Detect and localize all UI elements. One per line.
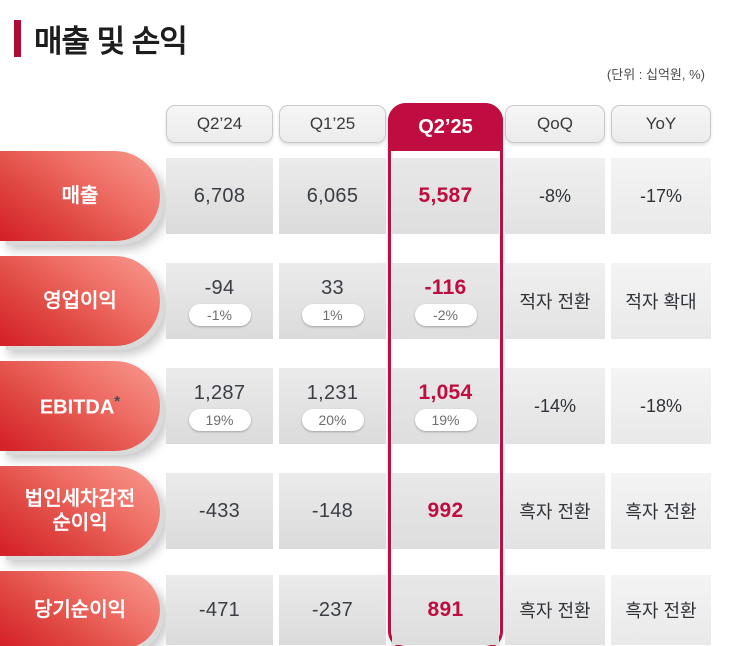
table-row-ebitda: EBITDA* 1,287 19% 1,231 20% 1,054 19% -1… (0, 361, 732, 451)
cell-revenue-yoy: -17% (611, 158, 711, 234)
metric-value: 33 (321, 276, 344, 299)
cell-pretax-q1-25: -148 (279, 473, 386, 549)
cell-revenue-q2-24: 6,708 (166, 158, 273, 234)
row-label-main: EBITDA (39, 396, 115, 419)
metric-value: 흑자 전환 (519, 601, 591, 621)
title-block: 매출 및 손익 (0, 0, 732, 61)
metric-value: -18% (639, 395, 683, 416)
metric-value: -471 (198, 598, 241, 621)
cell-pretax-qoq: 흑자 전환 (505, 473, 605, 549)
cell-net-q1-25: -237 (279, 575, 386, 645)
table-row-operating-profit: 영업이익 -94 -1% 33 1% -116 -2% 적자 전환 적자 확대 (0, 256, 732, 346)
header-row: Q2’24 Q1’25 QoQ YoY (0, 103, 732, 151)
column-header-qoq: QoQ (505, 105, 605, 143)
cell-net-q2-25: 891 (392, 575, 499, 645)
row-label-text: 법인세차감전 순이익 (24, 488, 136, 534)
metric-value-highlighted: 5,587 (418, 184, 473, 207)
cell-ebitda-yoy: -18% (611, 368, 711, 444)
column-header-q2-25: Q2’25 (388, 103, 503, 151)
metric-value: 흑자 전환 (519, 502, 591, 522)
table-row-pretax-income: 법인세차감전 순이익 -433 -148 992 흑자 전환 흑자 전환 (0, 466, 732, 556)
cell-op-q2-24: -94 -1% (166, 263, 273, 339)
row-label-text: EBITDA* (16, 393, 144, 420)
cell-pretax-q2-24: -433 (166, 473, 273, 549)
row-label-revenue: 매출 (0, 151, 160, 241)
metric-value-highlighted: 891 (427, 598, 464, 621)
metric-value: 적자 전환 (519, 292, 591, 312)
cell-net-q2-24: -471 (166, 575, 273, 645)
metric-value: 6,065 (306, 184, 359, 207)
row-label-text: 당기순이익 (34, 599, 126, 621)
cell-pretax-yoy: 흑자 전환 (611, 473, 711, 549)
cell-pretax-q2-25: 992 (392, 473, 499, 549)
margin-badge: 1% (301, 303, 364, 326)
metric-value: 1,287 (193, 381, 246, 404)
cell-net-yoy: 흑자 전환 (611, 575, 711, 645)
metric-value: -433 (198, 499, 241, 522)
metric-value: -17% (639, 185, 683, 206)
cell-revenue-qoq: -8% (505, 158, 605, 234)
metric-value: -8% (538, 185, 571, 206)
metric-value: -237 (311, 598, 354, 621)
metric-value: -148 (311, 499, 354, 522)
table-row-revenue: 매출 6,708 6,065 5,587 -8% -17% (0, 151, 732, 241)
unit-note: (단위 : 십억원, %) (606, 67, 705, 82)
metric-value-highlighted: 992 (427, 499, 464, 522)
metric-value: 1,231 (306, 381, 359, 404)
row-label-pretax-income: 법인세차감전 순이익 (0, 466, 160, 556)
cell-ebitda-q2-25: 1,054 19% (392, 368, 499, 444)
row-label-text: 매출 (61, 185, 99, 207)
metric-value: 적자 확대 (625, 292, 697, 312)
title-accent-bar (14, 20, 21, 57)
cell-ebitda-q1-25: 1,231 20% (279, 368, 386, 444)
footnote-asterisk: * (114, 392, 121, 410)
metric-value: -14% (533, 395, 577, 416)
metric-value-highlighted: 1,054 (418, 381, 473, 404)
page-title: 매출 및 손익 (34, 24, 188, 59)
margin-badge: 19% (188, 408, 251, 431)
metric-value-highlighted: -116 (424, 276, 467, 299)
margin-badge: 20% (301, 408, 364, 431)
row-label-operating-profit: 영업이익 (0, 256, 160, 346)
table-row-net-income: 당기순이익 -471 -237 891 흑자 전환 흑자 전환 (0, 571, 732, 646)
metric-value: 6,708 (193, 184, 246, 207)
row-label-net-income: 당기순이익 (0, 571, 160, 646)
metric-value: -94 (204, 276, 235, 299)
financial-table: Q2’25 Q2’24 Q1’25 QoQ YoY 매출 6,708 6,065… (0, 103, 732, 646)
column-header-q1-25: Q1’25 (279, 105, 386, 143)
column-header-q2-24: Q2’24 (166, 105, 273, 143)
cell-revenue-q1-25: 6,065 (279, 158, 386, 234)
metric-value: 흑자 전환 (625, 601, 697, 621)
cell-op-qoq: 적자 전환 (505, 263, 605, 339)
row-label-ebitda: EBITDA* (0, 361, 160, 451)
cell-net-qoq: 흑자 전환 (505, 575, 605, 645)
cell-ebitda-q2-24: 1,287 19% (166, 368, 273, 444)
cell-revenue-q2-25: 5,587 (392, 158, 499, 234)
cell-ebitda-qoq: -14% (505, 368, 605, 444)
margin-badge: 19% (414, 409, 477, 431)
column-header-yoy: YoY (611, 105, 711, 143)
margin-badge: -2% (414, 304, 477, 326)
row-label-text: 영업이익 (43, 290, 117, 312)
cell-op-yoy: 적자 확대 (611, 263, 711, 339)
margin-badge: -1% (188, 303, 251, 326)
metric-value: 흑자 전환 (625, 502, 697, 522)
cell-op-q2-25: -116 -2% (392, 263, 499, 339)
cell-op-q1-25: 33 1% (279, 263, 386, 339)
